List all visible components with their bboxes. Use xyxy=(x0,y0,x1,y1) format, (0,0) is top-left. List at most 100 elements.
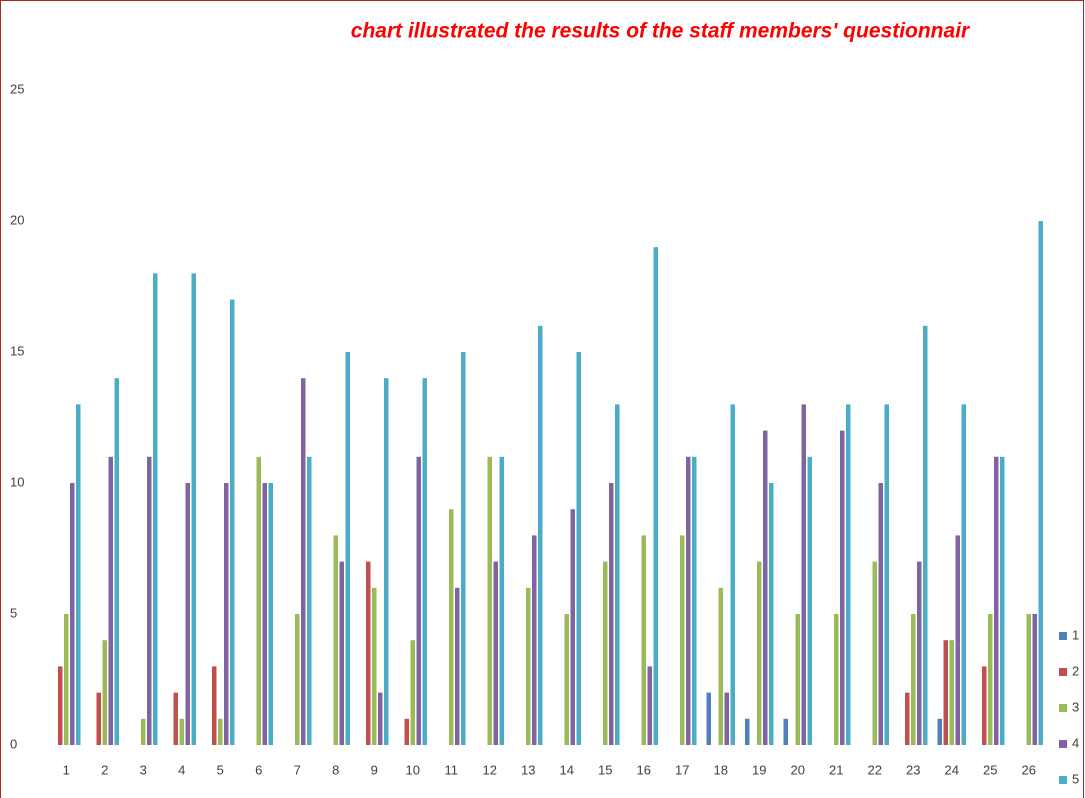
bar xyxy=(153,273,158,745)
bar xyxy=(108,456,113,745)
bar xyxy=(884,404,889,745)
bar xyxy=(191,273,196,745)
bar xyxy=(757,561,762,745)
bar xyxy=(988,614,993,745)
bar xyxy=(147,456,152,745)
x-tick-label: 12 xyxy=(483,762,497,777)
bar xyxy=(745,718,750,745)
x-tick-label: 1 xyxy=(63,762,70,777)
bar xyxy=(955,535,960,745)
bar xyxy=(905,692,910,745)
x-tick-label: 3 xyxy=(140,762,147,777)
bar xyxy=(783,718,788,745)
bar xyxy=(455,587,460,745)
bar xyxy=(173,692,178,745)
y-tick-label: 10 xyxy=(10,474,24,489)
y-tick-label: 25 xyxy=(10,81,24,96)
bar xyxy=(384,378,389,745)
bar xyxy=(224,483,229,745)
bar xyxy=(1032,614,1037,745)
bar xyxy=(911,614,916,745)
bar xyxy=(185,483,190,745)
bar xyxy=(994,456,999,745)
x-tick-label: 14 xyxy=(560,762,574,777)
bar xyxy=(366,561,371,745)
x-tick-label: 26 xyxy=(1022,762,1036,777)
bar xyxy=(724,692,729,745)
bar xyxy=(603,561,608,745)
bar xyxy=(1026,614,1031,745)
bar xyxy=(641,535,646,745)
x-tick-label: 6 xyxy=(255,762,262,777)
x-tick-label: 8 xyxy=(332,762,339,777)
legend-label: 5 xyxy=(1072,771,1079,786)
bar xyxy=(307,456,312,745)
bar xyxy=(378,692,383,745)
y-tick-label: 0 xyxy=(10,736,17,751)
bar xyxy=(461,352,466,745)
x-tick-label: 11 xyxy=(445,762,459,777)
bar xyxy=(333,535,338,745)
x-tick-label: 2 xyxy=(101,762,108,777)
bar xyxy=(1000,456,1005,745)
bar xyxy=(686,456,691,745)
bar xyxy=(840,430,845,745)
x-tick-label: 23 xyxy=(906,762,920,777)
legend-swatch xyxy=(1059,740,1067,748)
bar xyxy=(878,483,883,745)
bar xyxy=(422,378,427,745)
bar xyxy=(982,666,987,745)
bar xyxy=(718,587,723,745)
legend-label: 2 xyxy=(1072,663,1079,678)
bar xyxy=(917,561,922,745)
bar xyxy=(923,325,928,745)
bar xyxy=(834,614,839,745)
bar xyxy=(609,483,614,745)
bar xyxy=(564,614,569,745)
bar xyxy=(647,666,652,745)
bar xyxy=(179,718,184,745)
bar xyxy=(526,587,531,745)
bar xyxy=(846,404,851,745)
bar xyxy=(795,614,800,745)
bar xyxy=(499,456,504,745)
bar xyxy=(493,561,498,745)
bar xyxy=(262,483,267,745)
bar xyxy=(141,718,146,745)
legend-swatch xyxy=(1059,668,1067,676)
bar xyxy=(218,718,223,745)
y-tick-label: 5 xyxy=(10,605,17,620)
bar xyxy=(653,247,658,745)
legend-swatch xyxy=(1059,704,1067,712)
bar xyxy=(538,325,543,745)
bar xyxy=(763,430,768,745)
bar xyxy=(76,404,81,745)
bar xyxy=(345,352,350,745)
bar xyxy=(943,640,948,745)
bar xyxy=(769,483,774,745)
bar xyxy=(937,718,942,745)
bar xyxy=(576,352,581,745)
x-tick-label: 7 xyxy=(294,762,301,777)
chart-title: chart illustrated the results of the sta… xyxy=(351,20,971,43)
bar xyxy=(416,456,421,745)
x-tick-label: 10 xyxy=(406,762,420,777)
bar xyxy=(58,666,63,745)
bar xyxy=(706,692,711,745)
legend-label: 4 xyxy=(1072,735,1079,750)
bar xyxy=(570,509,575,745)
x-tick-label: 16 xyxy=(637,762,651,777)
x-tick-label: 13 xyxy=(521,762,535,777)
x-tick-label: 22 xyxy=(868,762,882,777)
bar xyxy=(872,561,877,745)
x-tick-label: 19 xyxy=(752,762,766,777)
bar xyxy=(64,614,69,745)
bar xyxy=(404,718,409,745)
bar xyxy=(339,561,344,745)
bar xyxy=(532,535,537,745)
bar xyxy=(70,483,75,745)
x-tick-label: 21 xyxy=(829,762,843,777)
bar xyxy=(96,692,101,745)
